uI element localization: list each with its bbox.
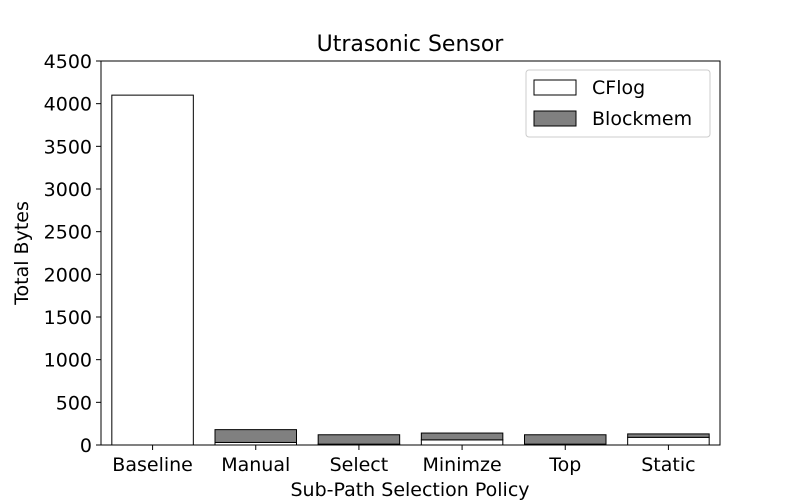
x-tick-label: Minimze — [422, 454, 501, 476]
legend: CFlog Blockmem — [525, 69, 711, 138]
bars-layer — [111, 94, 710, 446]
y-tick-label: 1000 — [44, 350, 92, 372]
bar-cflog-static — [627, 436, 710, 446]
bar-blockmem-select — [317, 434, 401, 445]
legend-label-cflog: CFlog — [592, 77, 645, 99]
y-axis: 0 500 1000 1500 2000 2500 3000 3500 4000 4500 — [44, 51, 101, 457]
y-tick-label: 2000 — [44, 264, 92, 286]
x-tick-label: Baseline — [112, 454, 193, 476]
x-tick-label: Select — [330, 454, 389, 476]
x-tick-label: Static — [641, 454, 695, 476]
bar-blockmem-manual — [214, 429, 297, 443]
y-tick-label: 4500 — [44, 51, 92, 73]
legend-label-blockmem: Blockmem — [592, 108, 692, 130]
plot-frame — [100, 60, 721, 446]
y-tick-label: 3500 — [44, 136, 92, 158]
y-axis-label: Total Bytes — [11, 201, 33, 306]
y-tick-label: 3000 — [44, 179, 92, 201]
legend-swatch-cflog — [533, 79, 577, 96]
y-tick-label: 2500 — [44, 222, 92, 244]
y-tick-label: 0 — [80, 435, 92, 457]
legend-swatch-blockmem — [533, 110, 577, 127]
bar-blockmem-static — [627, 433, 710, 438]
bar-blockmem-minimze — [420, 432, 504, 441]
bar-cflog-baseline — [111, 94, 194, 446]
chart-title: Utrasonic Sensor — [317, 32, 505, 57]
y-tick-label: 500 — [56, 392, 92, 414]
x-tick-label: Manual — [221, 454, 290, 476]
x-axis: Baseline Manual Select Minimze Top Static — [112, 445, 696, 476]
bar-blockmem-top — [524, 434, 607, 445]
bar-cflog-minimze — [420, 439, 504, 446]
y-tick-label: 4000 — [44, 94, 92, 116]
y-tick-label: 1500 — [44, 307, 92, 329]
x-tick-label: Top — [548, 454, 581, 476]
x-axis-label: Sub-Path Selection Policy — [290, 479, 529, 500]
